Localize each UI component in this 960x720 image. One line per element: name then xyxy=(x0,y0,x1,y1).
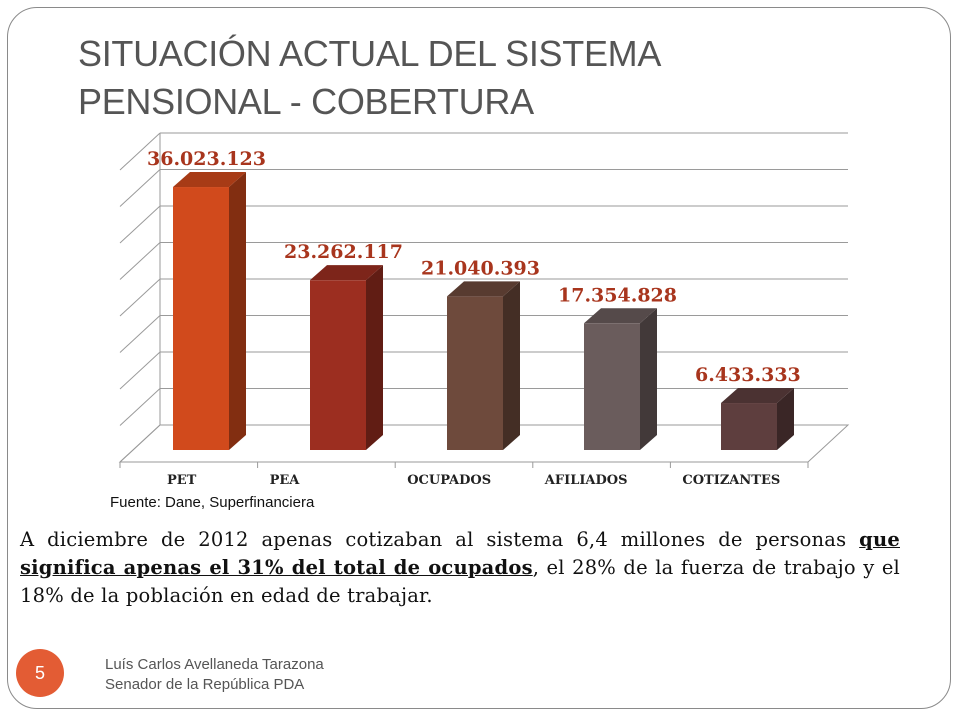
bar-top xyxy=(173,172,246,188)
bar-front xyxy=(584,323,640,450)
category-label: PEA xyxy=(270,473,301,488)
bar-front xyxy=(310,280,366,450)
category-label: AFILIADOS xyxy=(544,473,628,488)
bar-ocupados xyxy=(447,281,520,450)
body-text-part-2: , el 28% de la fuerza de trabajo y el 18… xyxy=(20,556,900,607)
body-text: A diciembre de 2012 apenas cotizaban al … xyxy=(20,526,900,610)
footer-position: Senador de la República PDA xyxy=(105,676,305,693)
title-line-2: PENSIONAL - COBERTURA xyxy=(78,81,534,122)
body-text-part-1: A diciembre de 2012 apenas cotizaban al … xyxy=(20,528,860,551)
bar-side xyxy=(229,172,246,451)
side-gridline xyxy=(119,388,161,426)
bar-side xyxy=(503,281,520,450)
bar-front xyxy=(447,296,503,450)
side-gridline xyxy=(119,315,161,353)
category-label: OCUPADOS xyxy=(407,473,491,488)
body-text-emphasis: que significa apenas el 31% del total de… xyxy=(20,528,900,579)
slide-title: SITUACIÓN ACTUAL DEL SISTEMA PENSIONAL -… xyxy=(78,30,878,126)
bar-cotizantes xyxy=(721,388,794,450)
bar-chart: 36.023.123 23.262.117 21.040.393 17.354.828… xyxy=(118,132,850,488)
title-line-1: SITUACIÓN ACTUAL DEL SISTEMA xyxy=(78,33,662,74)
bar-pea xyxy=(310,265,383,450)
bar-pet xyxy=(173,172,246,451)
source-note: Fuente: Dane, Superfinanciera xyxy=(110,494,315,511)
bar-top xyxy=(310,265,383,281)
data-label: 21.040.393 xyxy=(421,257,540,279)
bar-side xyxy=(366,265,383,450)
footer-author: Luís Carlos Avellaneda Tarazona xyxy=(105,656,324,673)
slide-number-badge: 5 xyxy=(16,649,64,697)
data-label: 23.262.117 xyxy=(284,241,403,263)
category-label: PET xyxy=(167,473,197,488)
bar-side xyxy=(777,388,794,450)
category-label: COTIZANTES xyxy=(682,473,780,488)
bar-front xyxy=(173,187,229,451)
bar-afiliados xyxy=(584,308,657,450)
data-label: 6.433.333 xyxy=(695,364,801,386)
side-gridline xyxy=(119,205,161,244)
bar-top xyxy=(447,281,520,297)
bar-side xyxy=(640,308,657,450)
side-gridline xyxy=(119,169,161,207)
chart-bars xyxy=(173,172,794,451)
side-gridline xyxy=(119,278,161,317)
footer: Luís Carlos Avellaneda Tarazona Senador … xyxy=(105,655,324,695)
side-gridline xyxy=(119,351,161,390)
data-label: 17.354.828 xyxy=(558,284,677,306)
chart-data-labels: 36.023.123 23.262.117 21.040.393 17.354.828… xyxy=(147,148,801,386)
chart-category-labels: PET PEA OCUPADOS AFILIADOS COTIZANTES xyxy=(167,473,780,488)
data-label: 36.023.123 xyxy=(147,148,266,170)
bar-top xyxy=(584,308,657,324)
side-gridline xyxy=(119,242,161,280)
bar-top xyxy=(721,388,794,404)
bar-front xyxy=(721,403,777,450)
side-gridline xyxy=(119,132,161,171)
